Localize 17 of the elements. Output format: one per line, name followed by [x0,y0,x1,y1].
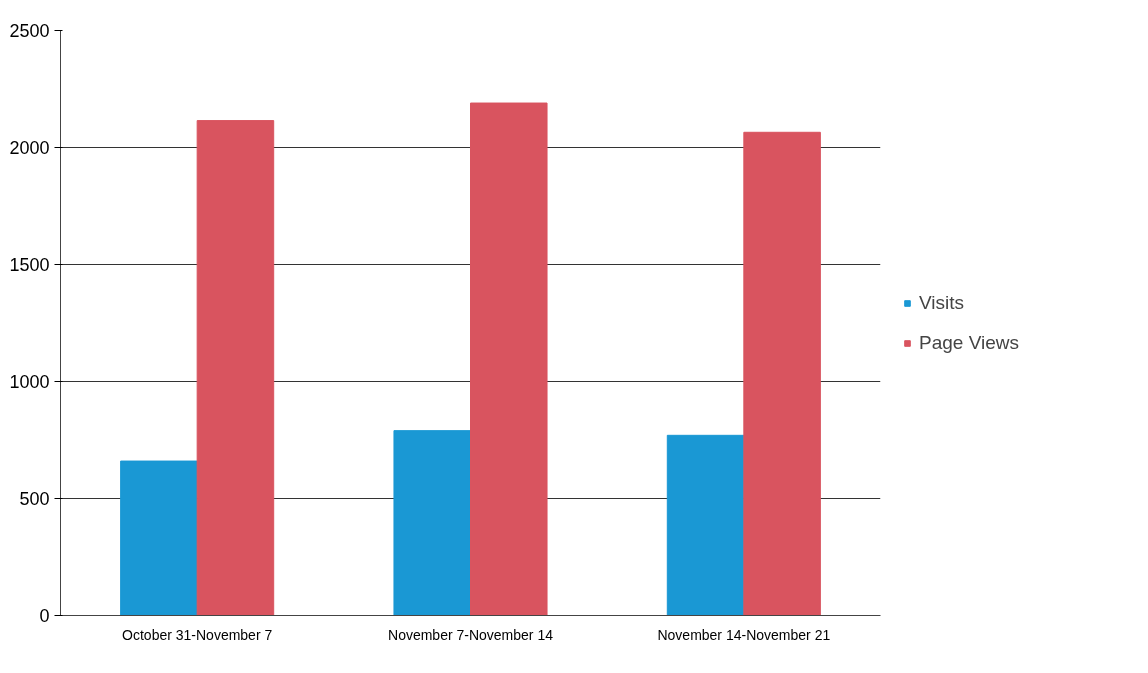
bar [666,434,745,616]
y-tick-label: 2000 [9,138,50,158]
legend-label: Visits [919,291,965,314]
bar [393,430,471,616]
x-tick-label: November 7-November 14 [388,626,554,643]
x-tick-label: October 31-November 7 [122,626,273,643]
bar [196,120,275,616]
y-tick-label: 500 [19,489,50,509]
y-tick-label: 2500 [9,21,50,41]
legend-label: Page Views [919,331,1019,354]
y-tick-label: 1500 [9,255,50,275]
bar [120,460,198,616]
bar [743,131,821,616]
y-tick-label: 0 [39,606,50,626]
y-tick-label: 1000 [9,372,50,392]
bar [470,102,548,616]
x-tick-label: November 14-November 21 [657,626,831,643]
